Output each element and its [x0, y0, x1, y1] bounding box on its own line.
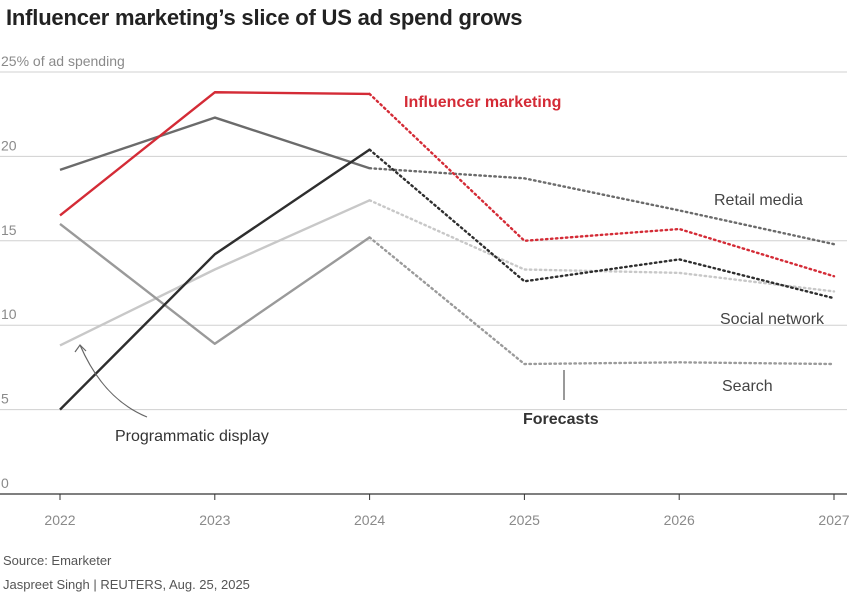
y-tick-label: 25% of ad spending	[1, 53, 125, 69]
gridlines	[0, 71, 847, 495]
label-retail-media: Retail media	[714, 192, 803, 209]
label-programmatic-display: Programmatic display	[115, 428, 269, 445]
label-search: Search	[722, 378, 773, 395]
callout-arrow	[79, 344, 148, 418]
x-tick-label: 2025	[509, 512, 540, 528]
x-tick-label: 2023	[199, 512, 230, 528]
y-tick-label: 10	[1, 306, 17, 322]
series-lines	[59, 91, 836, 411]
series-forecast-search	[368, 236, 836, 366]
series-line-programmatic-display	[59, 199, 371, 347]
callout-arrowhead	[74, 344, 87, 353]
y-tick-label: 0	[1, 475, 9, 491]
x-tick-label: 2027	[818, 512, 849, 528]
source-note: Source: Emarketer	[3, 553, 112, 568]
series-forecast-social-network	[368, 148, 836, 300]
y-tick-label: 15	[1, 222, 17, 238]
x-tick-label: 2026	[664, 512, 695, 528]
series-forecast-retail-media	[368, 167, 836, 246]
y-tick-label: 5	[1, 391, 9, 407]
chart-title: Influencer marketing’s slice of US ad sp…	[6, 5, 523, 30]
series-line-search	[59, 222, 371, 345]
y-tick-label: 20	[1, 137, 17, 153]
series-forecast-influencer-marketing	[368, 92, 836, 278]
credit-note: Jaspreet Singh | REUTERS, Aug. 25, 2025	[3, 577, 250, 592]
series-line-social-network	[59, 148, 371, 411]
x-tick-label: 2022	[44, 512, 75, 528]
series-line-retail-media	[59, 116, 370, 172]
series-line-influencer-marketing	[59, 91, 370, 217]
series-forecast-programmatic-display	[368, 199, 836, 293]
forecasts-label: Forecasts	[523, 411, 599, 428]
x-tick-label: 2024	[354, 512, 385, 528]
axis-ticks: 0 5 10 15 20 25% of ad spending 2022 2023 2024 20…	[1, 53, 850, 528]
label-social-network: Social network	[720, 311, 825, 328]
label-influencer-marketing: Influencer marketing	[404, 94, 561, 111]
